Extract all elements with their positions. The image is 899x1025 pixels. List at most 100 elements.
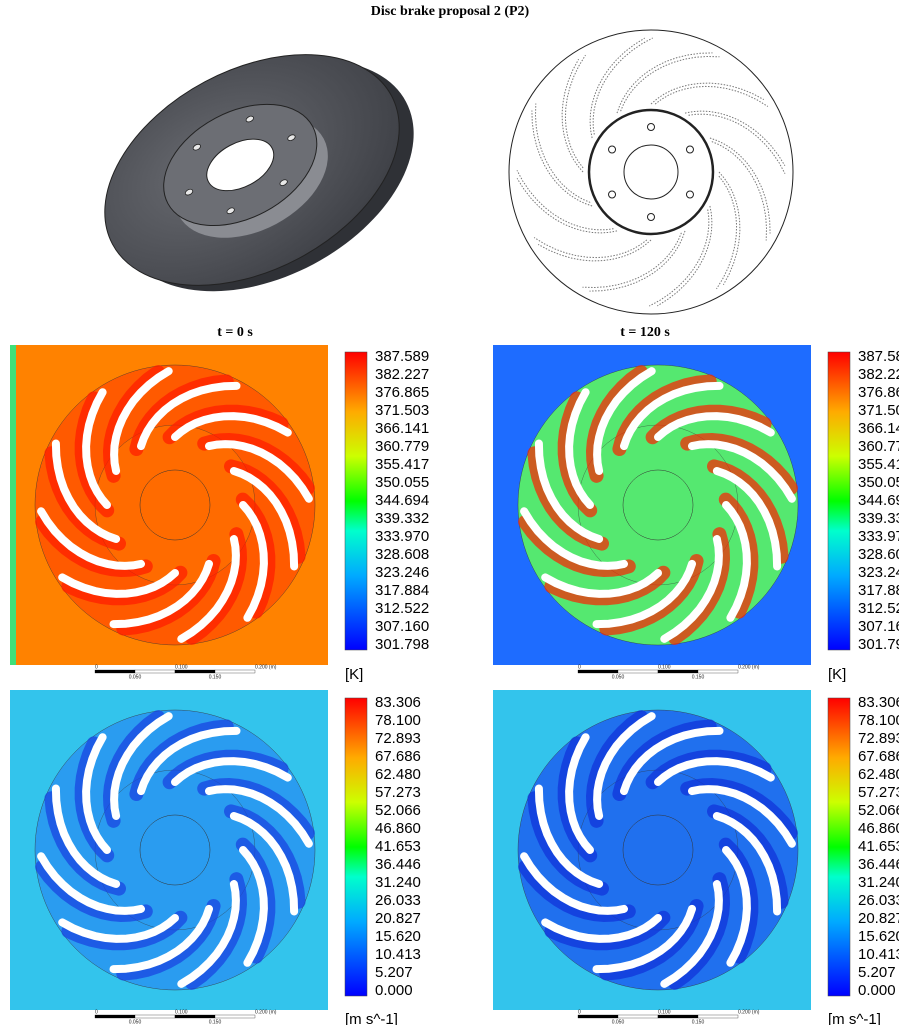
scale-bar-segment [135, 670, 175, 673]
figure: Disc brake proposal 2 (P2) t = 0 s t = 1… [0, 0, 899, 1025]
scale-bar-label: 0.050 [612, 674, 625, 680]
scale-bar-segment [95, 1015, 135, 1018]
hub-region [95, 770, 255, 930]
vane-outline [649, 210, 709, 307]
colorbar-unit: [K] [828, 666, 846, 683]
scale-bar-segment [215, 670, 255, 673]
vane-outline [562, 59, 583, 172]
colorbar-tick-label: 46.860 [375, 820, 421, 837]
bolt-hole [609, 191, 616, 198]
scale-bar-label: 0.200 (m) [738, 664, 760, 670]
figure-title: Disc brake proposal 2 (P2) [371, 4, 530, 19]
colorbar-tick-label: 366.141 [858, 420, 899, 437]
scale-bar-label: 0 [578, 664, 581, 670]
scale-bar-label: 0 [95, 664, 98, 670]
colorbar-tick-label: 26.033 [375, 892, 421, 909]
scale-bar-segment [215, 1015, 255, 1018]
scale-bar-segment [658, 670, 698, 673]
vane-outline [565, 55, 585, 168]
colorbar-tick-label: 366.141 [375, 420, 429, 437]
vane-outline [710, 138, 770, 234]
colorbar-tick-label: 72.893 [375, 730, 421, 747]
hub-region [95, 425, 255, 585]
colorbar-tick-label: 15.620 [858, 928, 899, 945]
colorbar-tick-label: 344.694 [375, 492, 429, 509]
scale-bar-segment [175, 670, 215, 673]
scale-bar-label: 0.150 [692, 1019, 705, 1025]
bolt-hole [648, 214, 655, 221]
vane-outline [517, 178, 617, 233]
colorbar-tick-label: 72.893 [858, 730, 899, 747]
scale-bar-label: 0.050 [612, 1019, 625, 1025]
vane-outline [583, 233, 682, 288]
scale-bar-label: 0.100 [658, 1009, 671, 1015]
colorbar-tick-label: 52.066 [375, 802, 421, 819]
vane-outline [657, 206, 712, 306]
vane-outline [593, 38, 653, 135]
scale-bar-label: 0.200 (m) [255, 1009, 277, 1015]
time-label: t = 120 s [620, 325, 670, 340]
colorbar-tick-label: 10.413 [858, 946, 899, 963]
vane-outline [685, 111, 785, 166]
colorbar-tick-label: 31.240 [858, 874, 899, 891]
scale-bar-segment [95, 670, 135, 673]
colorbar-tick-label: 301.798 [375, 636, 429, 653]
colorbar-tick-label: 387.589 [375, 348, 429, 365]
colorbar-tick-label: 36.446 [858, 856, 899, 873]
vane-outline [717, 176, 737, 289]
scale-bar-label: 0.050 [129, 1019, 142, 1025]
colorbar-tick-label: 20.827 [858, 910, 899, 927]
colorbar-tick-label: 360.779 [375, 438, 429, 455]
colorbar-tick-label: 323.246 [858, 564, 899, 581]
colorbar-tick-label: 387.589 [858, 348, 899, 365]
colorbar-tick-label: 83.306 [375, 694, 421, 711]
colorbar-tick-label: 83.306 [858, 694, 899, 711]
disc-drawing [509, 30, 793, 314]
colorbar-tick-label: 344.694 [858, 492, 899, 509]
vane-outline [534, 238, 647, 258]
colorbar-tick-label: 371.503 [858, 402, 899, 419]
scale-bar-segment [578, 670, 618, 673]
colorbar-tick-label: 67.686 [375, 748, 421, 765]
colorbar-tick-label: 5.207 [375, 964, 413, 981]
colorbar-tick-label: 307.160 [375, 618, 429, 635]
colorbar-tick-label: 371.503 [375, 402, 429, 419]
colorbar-tick-label: 382.227 [375, 366, 429, 383]
scale-bar-segment [578, 1015, 618, 1018]
vane-outline [590, 38, 645, 138]
colorbar-tick-label: 41.653 [375, 838, 421, 855]
vane-outline [689, 114, 786, 174]
colorbar-tick-label: 339.332 [858, 510, 899, 527]
vane-outline [590, 231, 686, 291]
scale-bar-label: 0.150 [209, 674, 222, 680]
colorbar [345, 698, 367, 996]
scale-bar-label: 0.150 [692, 674, 705, 680]
vane-outline [617, 53, 713, 113]
colorbar-tick-label: 317.884 [375, 582, 429, 599]
vane-outline [651, 83, 764, 104]
colorbar-tick-label: 360.779 [858, 438, 899, 455]
colorbar-tick-label: 323.246 [375, 564, 429, 581]
bolt-hole [648, 124, 655, 131]
colorbar-tick-label: 355.417 [858, 456, 899, 473]
colorbar-tick-label: 62.480 [375, 766, 421, 783]
colorbar [345, 352, 367, 650]
colorbar [828, 698, 850, 996]
colorbar-tick-label: 41.653 [858, 838, 899, 855]
colorbar-tick-label: 333.970 [375, 528, 429, 545]
colorbar-tick-label: 350.055 [375, 474, 429, 491]
colorbar-unit: [K] [345, 666, 363, 683]
colorbar-tick-label: 46.860 [858, 820, 899, 837]
colorbar-tick-label: 376.865 [375, 384, 429, 401]
scale-bar-label: 0.100 [175, 664, 188, 670]
colorbar-tick-label: 10.413 [375, 946, 421, 963]
colorbar-tick-label: 78.100 [375, 712, 421, 729]
colorbar-tick-label: 31.240 [375, 874, 421, 891]
vane-outline [532, 111, 592, 207]
scale-bar-label: 0.200 (m) [255, 664, 277, 670]
colorbar-tick-label: 355.417 [375, 456, 429, 473]
colorbar-tick-label: 57.273 [375, 784, 421, 801]
scale-bar-segment [698, 670, 738, 673]
colorbar-tick-label: 328.608 [858, 546, 899, 563]
scale-bar-label: 0 [95, 1009, 98, 1015]
